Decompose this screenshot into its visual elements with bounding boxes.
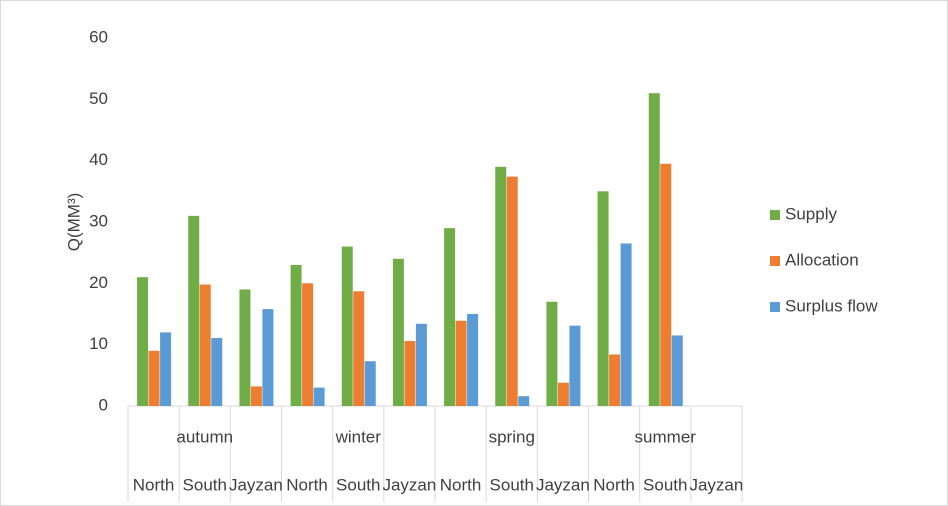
bar — [648, 93, 660, 406]
bar — [495, 166, 507, 406]
group-label: summer — [635, 427, 697, 446]
bar — [609, 354, 621, 406]
bar — [455, 320, 467, 406]
legend-label: Allocation — [785, 250, 859, 269]
group-label: autumn — [176, 427, 233, 446]
legend-label: Surplus flow — [785, 296, 878, 315]
bar — [188, 215, 200, 406]
legend-label: Supply — [785, 204, 837, 223]
bar — [620, 243, 632, 406]
bar — [597, 191, 609, 406]
group-label: spring — [489, 427, 535, 446]
bar — [341, 246, 353, 406]
bar — [444, 228, 456, 406]
x-tick-label: Jayzan — [536, 475, 590, 494]
bar — [353, 291, 365, 406]
x-tick-label: South — [490, 475, 534, 494]
y-tick-label: 20 — [89, 273, 108, 292]
bar — [415, 323, 427, 406]
x-tick-label: North — [440, 475, 482, 494]
bar — [364, 361, 376, 406]
bar — [160, 332, 172, 406]
bar — [518, 396, 530, 406]
bar — [211, 337, 223, 406]
x-tick-label: Jayzan — [382, 475, 436, 494]
bar — [557, 382, 569, 406]
legend-swatch — [770, 302, 780, 312]
bar — [467, 314, 479, 406]
y-tick-label: 60 — [89, 27, 108, 46]
bar — [569, 325, 581, 406]
x-tick-label: South — [183, 475, 227, 494]
y-tick-label: 30 — [89, 211, 108, 230]
x-tick-label: South — [643, 475, 687, 494]
x-tick-label: North — [593, 475, 635, 494]
bar — [250, 386, 262, 406]
y-tick-label: 50 — [89, 89, 108, 108]
bar — [302, 283, 314, 406]
legend-swatch — [770, 256, 780, 266]
bar — [199, 284, 211, 406]
bar — [546, 301, 558, 406]
bar — [660, 163, 672, 406]
bar — [137, 277, 149, 406]
bar — [290, 264, 302, 406]
x-tick-label: Jayzan — [689, 475, 743, 494]
y-tick-label: 0 — [99, 395, 108, 414]
x-tick-label: Jayzan — [229, 475, 283, 494]
bar — [313, 387, 325, 406]
y-tick-label: 10 — [89, 334, 108, 353]
bar — [671, 335, 683, 406]
bar — [239, 289, 251, 406]
bar — [506, 176, 518, 406]
bar — [404, 340, 416, 406]
y-axis-label: Q(MM³) — [64, 193, 83, 252]
y-tick-label: 40 — [89, 150, 108, 169]
bar — [262, 309, 274, 406]
x-tick-label: North — [286, 475, 328, 494]
x-tick-label: South — [336, 475, 380, 494]
group-label: winter — [335, 427, 382, 446]
x-tick-label: North — [133, 475, 175, 494]
bar — [392, 258, 404, 406]
legend-swatch — [770, 210, 780, 220]
bar — [148, 350, 160, 406]
